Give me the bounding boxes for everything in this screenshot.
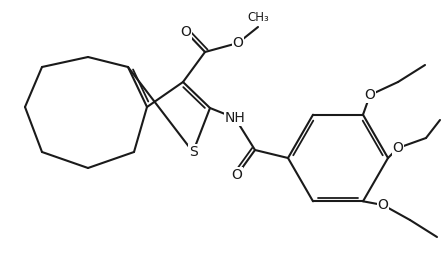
Text: CH₃: CH₃ — [247, 11, 269, 24]
Text: O: O — [364, 88, 376, 102]
Text: NH: NH — [225, 111, 245, 125]
Text: S: S — [189, 145, 198, 159]
Text: O: O — [377, 198, 388, 212]
Text: O: O — [392, 141, 404, 155]
Text: O: O — [233, 36, 243, 50]
Text: O: O — [231, 168, 243, 182]
Text: O: O — [181, 25, 191, 39]
